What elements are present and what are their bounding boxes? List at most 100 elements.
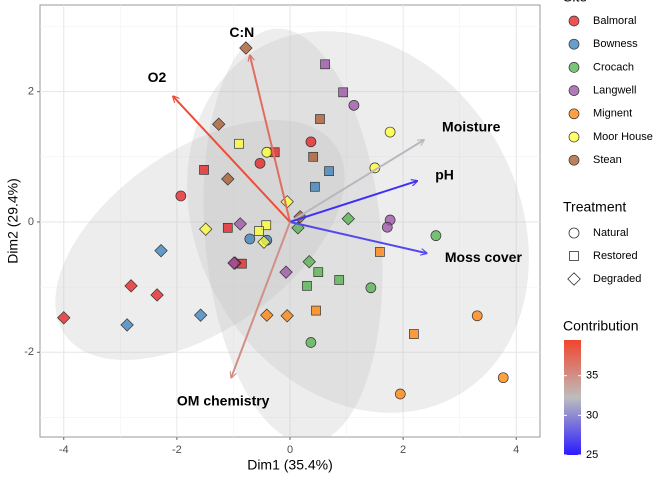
point xyxy=(310,181,320,192)
y-tick-label: -2 xyxy=(24,346,34,358)
point xyxy=(212,117,226,131)
point xyxy=(381,221,393,233)
ellipses xyxy=(55,28,529,437)
point xyxy=(280,309,294,323)
vector-label: Moss cover xyxy=(445,249,523,265)
x-tick-label: 2 xyxy=(400,444,406,456)
legend-swatch xyxy=(568,131,580,143)
legend-label: Crocach xyxy=(593,61,634,73)
vector-label: O2 xyxy=(148,69,167,85)
colorbar-label: 35 xyxy=(586,370,598,382)
point xyxy=(239,41,253,55)
point xyxy=(320,59,330,70)
x-axis-label: Dim1 (35.4%) xyxy=(247,457,333,473)
point xyxy=(375,247,385,257)
legend-swatch xyxy=(568,38,580,50)
point xyxy=(430,230,442,242)
point xyxy=(222,222,233,233)
x-tick-label: -2 xyxy=(172,444,182,456)
point xyxy=(315,114,325,124)
point xyxy=(254,157,266,169)
legend-title: Contribution xyxy=(563,318,639,334)
legend-label: Mignent xyxy=(593,108,632,120)
y-tick-label: 2 xyxy=(28,86,34,98)
loading-vector xyxy=(231,221,291,378)
point xyxy=(409,329,419,339)
point xyxy=(334,275,345,285)
point xyxy=(120,318,134,332)
legend-label: Restored xyxy=(593,250,638,262)
point xyxy=(260,308,274,322)
vector-label: C:N xyxy=(229,24,254,40)
point xyxy=(313,267,324,277)
legend-label: Moor House xyxy=(593,131,653,143)
point xyxy=(227,256,241,270)
legend-swatch xyxy=(568,154,580,166)
point xyxy=(308,151,319,162)
point xyxy=(311,305,321,316)
legend-swatch xyxy=(568,85,580,96)
point xyxy=(244,233,256,245)
point xyxy=(365,282,377,294)
point xyxy=(57,311,71,325)
point xyxy=(471,310,483,322)
point xyxy=(254,226,264,236)
grid xyxy=(40,5,540,437)
point xyxy=(348,99,360,111)
point xyxy=(567,272,581,286)
point xyxy=(569,251,579,261)
point xyxy=(199,165,209,175)
point xyxy=(394,388,406,400)
ellipse xyxy=(187,31,529,413)
vector-label: OM chemistry xyxy=(177,392,270,408)
loading-vector xyxy=(250,55,291,223)
y-axis-label: Dim2 (29.4%) xyxy=(5,178,21,264)
colorbar xyxy=(564,340,581,455)
legend-label: Bowness xyxy=(593,38,638,50)
point xyxy=(305,337,317,348)
point xyxy=(302,255,316,269)
point xyxy=(150,288,164,302)
point xyxy=(257,235,271,249)
point xyxy=(338,87,349,98)
point xyxy=(193,308,208,322)
point xyxy=(279,265,293,279)
point xyxy=(305,136,317,148)
x-tick-label: 0 xyxy=(287,444,293,456)
point xyxy=(341,212,355,226)
point xyxy=(261,146,273,158)
y-tick-label: 0 xyxy=(28,216,34,228)
point xyxy=(568,227,580,239)
loading-vector xyxy=(289,221,427,253)
point xyxy=(175,190,187,202)
legend-swatch xyxy=(568,62,580,73)
point xyxy=(302,280,312,291)
point xyxy=(221,172,235,186)
point xyxy=(324,166,334,177)
vector-label: pH xyxy=(435,167,454,183)
ellipse xyxy=(203,28,383,437)
legend-swatch xyxy=(568,108,580,120)
loading-vector xyxy=(289,140,424,223)
x-tick-label: -4 xyxy=(59,444,69,456)
point xyxy=(497,372,509,384)
legend-label: Langwell xyxy=(593,85,636,97)
points xyxy=(57,41,509,400)
loading-vector xyxy=(289,181,417,223)
point xyxy=(261,220,272,231)
ellipse xyxy=(55,120,345,360)
legend-label: Stean xyxy=(593,154,622,166)
vector-label: Moisture xyxy=(442,119,501,135)
legend-label: Degraded xyxy=(593,273,641,285)
legend-label: Balmoral xyxy=(593,15,636,27)
point xyxy=(384,126,396,138)
legend-label: Natural xyxy=(593,227,628,239)
point xyxy=(154,243,168,258)
legend-title: Treatment xyxy=(563,199,626,215)
point xyxy=(124,279,138,293)
point xyxy=(234,138,244,149)
point xyxy=(233,217,247,231)
legend-title: Site xyxy=(563,0,587,5)
colorbar-label: 25 xyxy=(586,449,598,461)
loading-vector xyxy=(173,96,291,223)
